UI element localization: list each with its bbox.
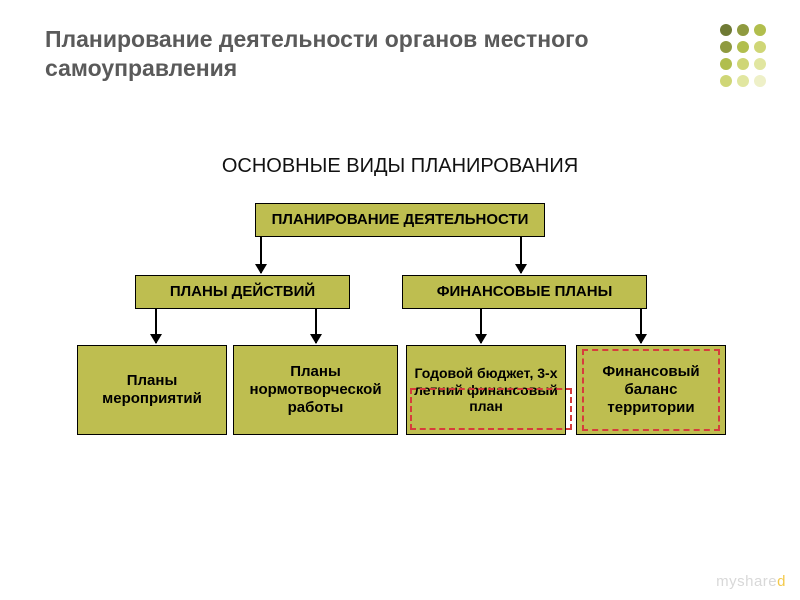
node-bot-3: Годовой бюджет, 3-х летний финансовый пл… (406, 345, 566, 435)
node-bot-4: Финансовый баланс территории (576, 345, 726, 435)
node-bot-1: Планы мероприятий (77, 345, 227, 435)
node-mid-left: ПЛАНЫ ДЕЙСТВИЙ (135, 275, 350, 309)
watermark-text: myshare (716, 573, 777, 590)
arrow-icon (260, 237, 262, 273)
node-top: ПЛАНИРОВАНИЕ ДЕЯТЕЛЬНОСТИ (255, 203, 545, 237)
subtitle: ОСНОВНЫЕ ВИДЫ ПЛАНИРОВАНИЯ (0, 155, 800, 178)
page-title: Планирование деятельности органов местно… (45, 25, 685, 83)
node-mid-right: ФИНАНСОВЫЕ ПЛАНЫ (402, 275, 647, 309)
arrow-icon (520, 237, 522, 273)
watermark-accent: d (777, 573, 786, 590)
watermark: myshared (716, 573, 786, 590)
decorative-dots (720, 24, 768, 89)
arrow-icon (640, 309, 642, 343)
arrow-icon (155, 309, 157, 343)
node-bot-2: Планы нормотворческой работы (233, 345, 398, 435)
arrow-icon (480, 309, 482, 343)
arrow-icon (315, 309, 317, 343)
